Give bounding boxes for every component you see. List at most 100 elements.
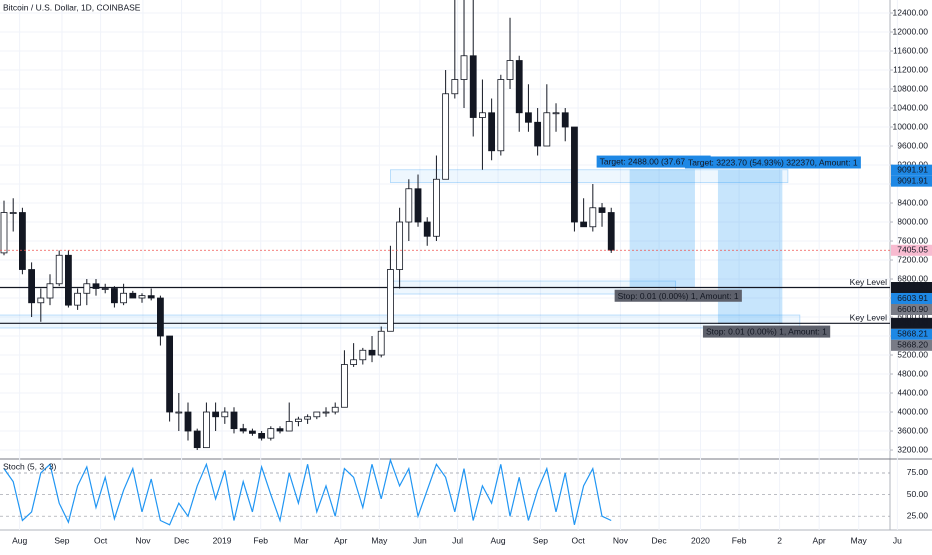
y-tick-label: 10000.00 — [893, 121, 929, 131]
candle-body — [322, 411, 330, 414]
candle-body — [101, 288, 109, 290]
x-tick-label: May — [371, 535, 388, 545]
candle-body — [350, 359, 358, 365]
y-tick-label: 5200.00 — [897, 349, 928, 359]
stoch-line — [3, 457, 612, 526]
candle-body — [377, 330, 385, 356]
target-box — [629, 169, 695, 288]
candle-body — [230, 411, 238, 430]
price-tag: 6621.30 — [897, 282, 928, 292]
y-tick-label: 8400.00 — [897, 197, 928, 207]
candle-body — [442, 93, 450, 180]
x-tick-label: Oct — [94, 535, 108, 545]
candle-body — [580, 221, 588, 228]
y-tick-label: 12400.00 — [893, 7, 929, 17]
candle-body — [37, 297, 45, 304]
candle-body — [258, 432, 266, 439]
candle-body — [515, 60, 523, 114]
candle-body — [276, 428, 284, 432]
x-tick-label: Jun — [413, 535, 427, 545]
target-label: Target: 2488.00 (37.67%) 24 — [600, 157, 708, 167]
candle-body — [157, 297, 164, 337]
key-level-label: Key Level — [850, 313, 887, 323]
candle-body — [543, 112, 551, 147]
candle-body — [239, 428, 247, 432]
stoch-tick-label: 50.00 — [907, 489, 929, 499]
candle-body — [469, 55, 477, 118]
zone — [0, 314, 801, 329]
price-tag-bg — [891, 328, 932, 340]
price-tag: 9091.91 — [897, 175, 928, 185]
candle-body — [9, 212, 17, 214]
x-tick-label: 2019 — [213, 535, 232, 545]
candle-body — [92, 283, 100, 289]
candle-body — [525, 112, 532, 123]
candle-body — [19, 212, 26, 270]
x-tick-label: Dec — [174, 535, 190, 545]
y-tick-label: 3200.00 — [897, 444, 928, 454]
y-tick-label: 7600.00 — [897, 235, 928, 245]
x-tick-label: May — [851, 535, 868, 545]
x-tick-label: Sep — [533, 535, 548, 545]
price-tag: 5868.20 — [897, 340, 928, 350]
candle-body — [221, 411, 229, 418]
x-tick-label: Feb — [732, 535, 747, 545]
y-tick-label: 11200.00 — [893, 64, 928, 74]
candle-body — [203, 411, 210, 449]
candle-body — [147, 295, 155, 299]
candle-body — [28, 269, 36, 304]
candle-body — [497, 79, 505, 152]
y-tick-label: 12000.00 — [893, 26, 929, 36]
candle-body — [212, 411, 220, 418]
candle-body — [534, 121, 542, 147]
stop-label-bg — [614, 289, 742, 302]
stop-label: Stop: 0.01 (0.00%) 1, Amount: 1 — [706, 327, 827, 337]
chart-title: Bitcoin / U.S. Dollar, 1D, COINBASE — [3, 2, 141, 12]
y-tick-label: 11600.00 — [893, 45, 928, 55]
price-tag-bg — [891, 164, 932, 176]
y-tick-label: 10800.00 — [893, 83, 929, 93]
candle-body — [423, 221, 431, 237]
y-tick-label: 9600.00 — [897, 140, 928, 150]
candle-body — [607, 212, 615, 251]
y-tick-label: 3600.00 — [897, 425, 928, 435]
candle-body — [414, 188, 422, 223]
price-tag-bg — [891, 339, 932, 351]
stoch-tick-label: 75.00 — [907, 467, 929, 477]
stoch-tick-label: 25.00 — [907, 510, 929, 520]
candle-body — [184, 411, 192, 432]
key-level-label: Key Level — [850, 277, 887, 287]
stop-label: Stop: 0.01 (0.00%) 1, Amount: 1 — [618, 291, 739, 301]
price-tag-bg — [891, 244, 932, 256]
candle-body — [46, 283, 54, 299]
y-tick-label: 6800.00 — [897, 273, 928, 283]
candle-body — [561, 112, 569, 128]
candle-body — [304, 416, 312, 420]
x-tick-label: Feb — [253, 535, 268, 545]
target-label-bg — [684, 156, 861, 169]
candle-body — [249, 430, 256, 434]
zone — [390, 169, 789, 183]
x-tick-label: Ju — [893, 535, 902, 545]
x-tick-label: Mar — [294, 535, 309, 545]
price-tag: 5868.21 — [897, 329, 928, 339]
x-tick-label: Aug — [491, 535, 506, 545]
candle-body — [74, 292, 82, 306]
candle-body — [166, 335, 174, 413]
y-tick-label: 4000.00 — [897, 406, 928, 416]
x-tick-label: Apr — [813, 535, 826, 545]
candle-body — [138, 295, 146, 299]
y-tick-label: 10400.00 — [893, 102, 929, 112]
x-tick-label: Oct — [571, 535, 585, 545]
x-tick-label: 2 — [777, 535, 782, 545]
candle-body — [267, 428, 275, 439]
candle-body — [65, 254, 72, 306]
candle-body — [433, 178, 440, 237]
candle-body — [55, 254, 63, 285]
candle-body — [83, 283, 91, 294]
candle-body — [175, 411, 183, 414]
price-tag: 6603.91 — [897, 293, 928, 303]
candle-body — [598, 207, 606, 213]
